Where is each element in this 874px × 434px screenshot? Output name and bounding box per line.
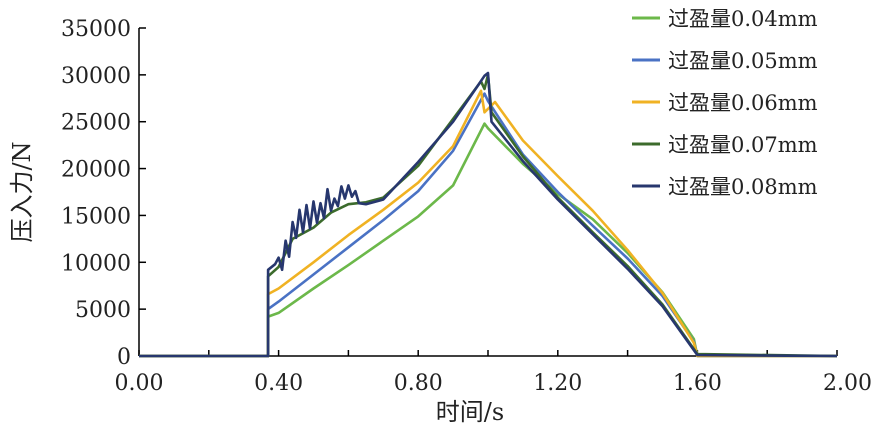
y-tick-label: 5000 — [75, 298, 131, 323]
y-tick-label: 20000 — [61, 158, 131, 183]
x-tick-label: 0.40 — [254, 371, 303, 396]
legend-label-3: 过盈量0.06mm — [668, 91, 818, 115]
legend-label-2: 过盈量0.05mm — [668, 49, 818, 73]
x-axis-title: 时间/s — [436, 398, 504, 426]
legend-label-4: 过盈量0.07mm — [668, 133, 818, 157]
series-line-3 — [139, 89, 837, 358]
series-line-5 — [139, 71, 838, 358]
x-tick-label: 1.20 — [533, 371, 582, 396]
y-axis-title: 压入力/N — [8, 141, 36, 242]
y-tick-label: 25000 — [61, 111, 131, 136]
x-tick-label: 1.60 — [673, 371, 722, 396]
y-tick-label: 15000 — [61, 204, 131, 229]
y-tick-label: 0 — [117, 345, 131, 370]
ticks: 0 5000 10000 15000 20000 25000 30000 35000 0.00 0… — [61, 17, 872, 396]
legend-label-5: 过盈量0.08mm — [668, 175, 818, 199]
series-lines — [139, 71, 838, 358]
y-tick-label: 35000 — [61, 17, 131, 42]
x-tick-label: 0.00 — [115, 371, 164, 396]
legend-label-1: 过盈量0.04mm — [668, 7, 818, 31]
x-tick-label: 2.00 — [823, 371, 872, 396]
legend: 过盈量0.04mm 过盈量0.05mm 过盈量0.06mm 过盈量0.07mm 过盈量0… — [632, 7, 818, 199]
x-tick-label: 0.80 — [394, 371, 443, 396]
series-line-1 — [139, 122, 837, 358]
series-line-2 — [139, 92, 837, 358]
series-line-4 — [139, 73, 838, 358]
y-tick-label: 30000 — [61, 64, 131, 89]
y-tick-label: 10000 — [61, 251, 131, 276]
